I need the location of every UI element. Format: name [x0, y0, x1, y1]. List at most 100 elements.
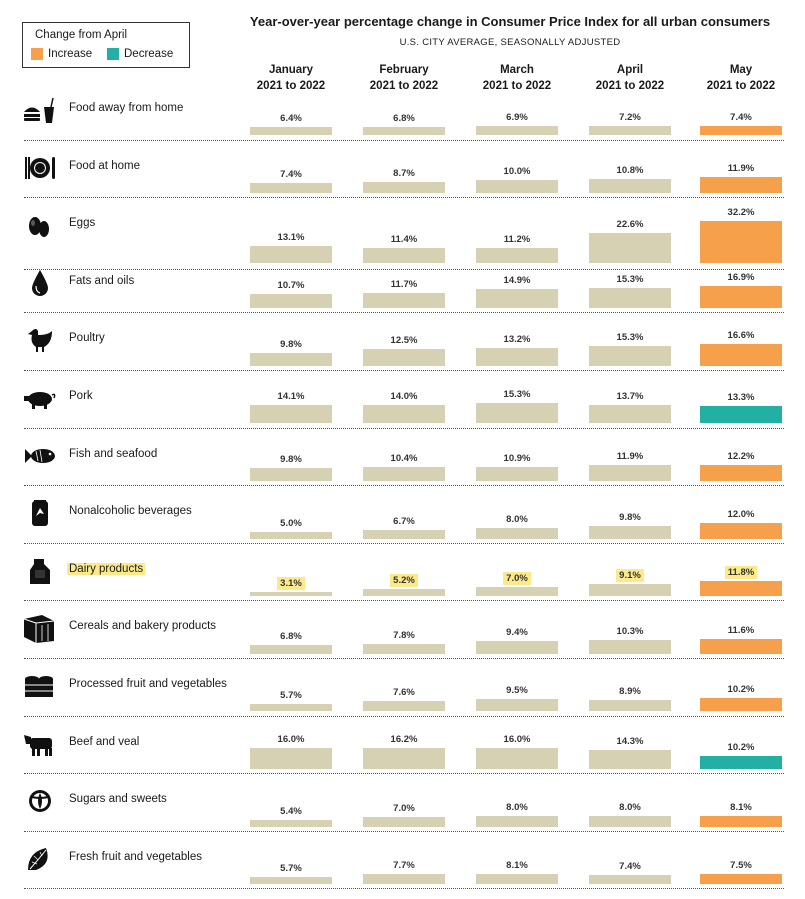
data-label: 9.8% — [619, 511, 641, 523]
data-label: 6.4% — [280, 113, 302, 125]
chart-subtitle: U.S. CITY AVERAGE, SEASONALLY ADJUSTED — [399, 37, 621, 48]
bar — [250, 127, 332, 136]
column-month: May — [729, 64, 753, 76]
data-label: 16.9% — [727, 271, 755, 283]
bar — [589, 640, 671, 654]
bar — [700, 285, 782, 309]
bar — [476, 587, 558, 597]
column-header-april: April 2021 to 2022 — [580, 62, 680, 94]
oil-drop-icon — [22, 268, 58, 298]
data-label: 11.6% — [727, 624, 755, 636]
bar — [700, 464, 782, 482]
data-label: 13.2% — [503, 334, 531, 346]
data-label: 5.0% — [280, 518, 302, 530]
legend-decrease-label: Decrease — [124, 48, 174, 60]
column-month: April — [616, 64, 644, 76]
bread-icon — [22, 613, 58, 644]
bar — [700, 220, 782, 264]
data-label: 9.8% — [280, 338, 302, 350]
row-label: Fish and seafood — [69, 447, 158, 460]
bar — [700, 580, 782, 597]
bar — [589, 584, 671, 597]
data-label: 7.4% — [730, 111, 752, 123]
data-label: 11.8% — [700, 565, 782, 579]
bar — [589, 874, 671, 885]
row-separator — [24, 888, 784, 890]
increase-swatch — [31, 48, 43, 60]
row-separator — [24, 715, 784, 717]
legend-increase: Increase — [31, 48, 92, 60]
data-label: 8.0% — [506, 802, 528, 814]
bar — [700, 874, 782, 885]
column-header-february: February 2021 to 2022 — [354, 62, 454, 94]
plate-utensils-icon — [22, 153, 58, 183]
legend-increase-label: Increase — [48, 48, 93, 60]
data-label: 7.6% — [393, 687, 415, 699]
data-label: 32.2% — [727, 206, 755, 218]
legend-decrease: Decrease — [107, 48, 173, 60]
chicken-icon — [22, 325, 58, 355]
data-label: 11.4% — [390, 234, 418, 246]
bar — [476, 641, 558, 654]
bar — [363, 817, 445, 827]
column-period: 2021 to 2022 — [369, 80, 439, 92]
data-label: 10.9% — [503, 452, 531, 464]
pig-icon — [22, 383, 58, 413]
data-label: 11.9% — [727, 163, 755, 175]
data-label: 3.1% — [250, 577, 332, 591]
row-label: Food at home — [69, 159, 140, 172]
data-label: 13.3% — [727, 391, 755, 403]
data-label: 5.4% — [280, 805, 302, 817]
column-header-january: January 2021 to 2022 — [241, 62, 341, 94]
data-label: 11.7% — [390, 278, 418, 290]
data-label: 8.0% — [619, 802, 641, 814]
bar — [250, 352, 332, 366]
data-label: 14.1% — [277, 390, 305, 402]
milk-jug-icon — [22, 556, 58, 586]
data-label: 16.0% — [277, 733, 305, 745]
legend-title: Change from April — [35, 29, 128, 41]
row-separator — [24, 542, 784, 544]
column-header-march: March 2021 to 2022 — [467, 62, 567, 94]
bar — [700, 343, 782, 366]
bar — [250, 592, 332, 597]
burger-drink-icon — [22, 95, 58, 125]
cans-icon — [22, 671, 58, 701]
bar — [250, 532, 332, 539]
bar — [589, 178, 671, 194]
data-label: 7.4% — [619, 860, 641, 872]
column-period: 2021 to 2022 — [482, 80, 552, 92]
bar — [589, 288, 671, 309]
leaf-icon — [22, 844, 58, 874]
bar — [363, 292, 445, 309]
data-label: 14.0% — [390, 391, 418, 403]
bar — [476, 747, 558, 770]
column-month: February — [379, 64, 429, 76]
bar — [250, 245, 332, 264]
data-label: 10.3% — [616, 626, 644, 638]
bar — [700, 522, 782, 539]
row-separator — [24, 657, 784, 659]
data-label: 10.7% — [277, 280, 305, 292]
row-label: Fats and oils — [69, 274, 135, 287]
bar — [363, 349, 445, 366]
bar — [363, 126, 445, 136]
bar — [476, 126, 558, 136]
bar — [476, 288, 558, 309]
row-label: Processed fruit and vegetables — [69, 678, 227, 690]
row-separator — [24, 773, 784, 775]
row-label: Pork — [69, 390, 93, 402]
row-separator — [24, 830, 784, 832]
data-label: 5.7% — [280, 862, 302, 874]
data-label: 11.9% — [616, 451, 644, 463]
data-label: 7.0% — [476, 572, 558, 586]
row-separator — [24, 600, 784, 602]
bar — [589, 750, 671, 770]
data-label: 9.1% — [589, 569, 671, 583]
data-label: 12.0% — [727, 508, 755, 520]
data-label: 7.7% — [393, 860, 415, 872]
bar — [250, 468, 332, 482]
bar — [250, 876, 332, 885]
data-label: 11.2% — [503, 234, 531, 246]
